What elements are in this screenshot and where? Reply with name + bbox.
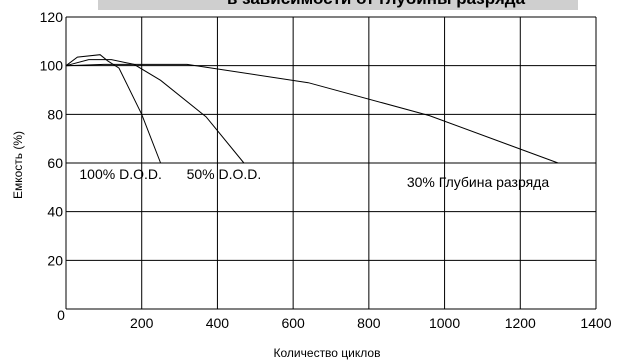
y-tick-label: 40: [47, 204, 63, 220]
series-label-1: 100% D.O.D.: [79, 166, 161, 182]
x-tick-label: 400: [206, 315, 230, 331]
x-tick-label: 1400: [580, 315, 611, 331]
x-tick-label: 200: [130, 315, 154, 331]
x-tick-label: 600: [281, 315, 305, 331]
x-tick-label: 1000: [429, 315, 460, 331]
y-tick-label: 60: [47, 155, 63, 171]
y-tick-label: 80: [47, 106, 63, 122]
series-labels: 100% D.O.D. 50% D.O.D. 30% Глубина разряда: [79, 166, 549, 190]
x-tick-label: 0: [57, 307, 65, 323]
x-axis-title: Количество циклов: [274, 346, 381, 360]
x-tick-label: 1200: [505, 315, 536, 331]
series-label-3: 30% Глубина разряда: [407, 174, 549, 190]
y-axis-title: Емкость (%): [11, 131, 25, 199]
x-tick-label: 800: [357, 315, 381, 331]
chart-title: в зависимости от глубины разряда: [227, 0, 526, 8]
series-line-1: [65, 54, 162, 164]
grid: [65, 16, 597, 310]
series-lines: [65, 54, 559, 164]
y-tick-label: 100: [40, 58, 64, 74]
title-band: [98, 0, 578, 10]
series-label-2: 50% D.O.D.: [187, 166, 262, 182]
y-tick-label: 20: [47, 252, 63, 268]
series-line-3: [65, 63, 559, 164]
tick-labels: 0 200 400 600 800 1000 1200 1400 120 100 80 60 40 20: [40, 9, 612, 331]
y-tick-label: 120: [40, 9, 64, 25]
